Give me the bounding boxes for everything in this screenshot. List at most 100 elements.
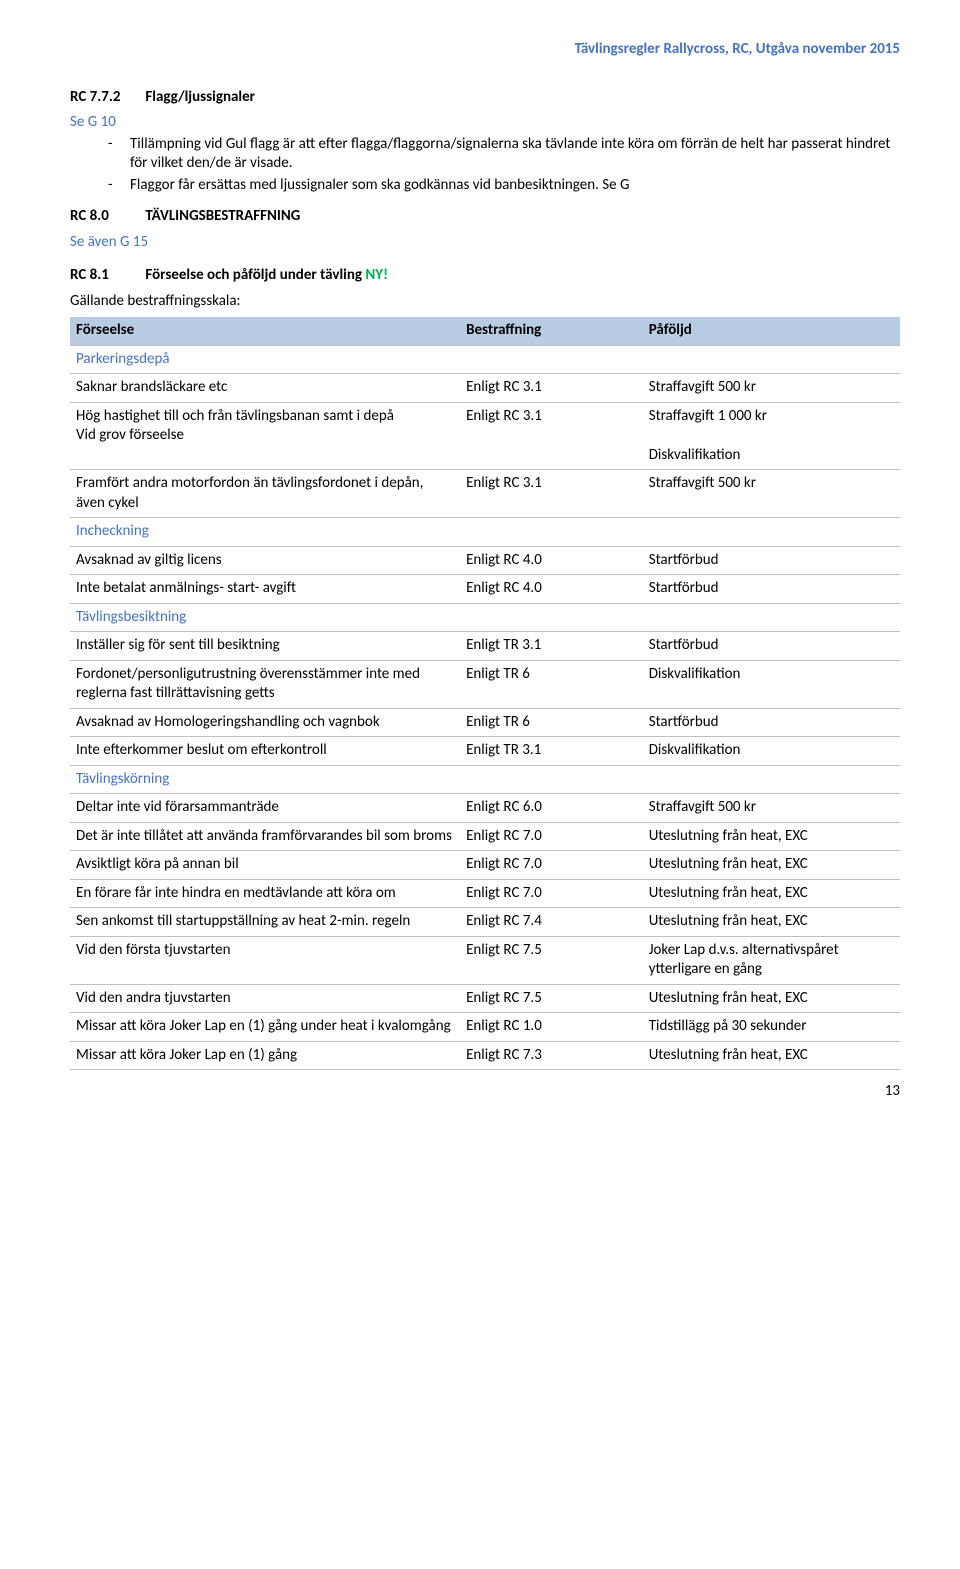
section-80-heading: RC 8.0 TÄVLINGSBESTRAFFNING: [70, 207, 900, 227]
section-81-rc: RC 8.1: [70, 266, 142, 286]
forseelse-cell: Vid den andra tjuvstarten: [70, 984, 460, 1013]
document-header: Tävlingsregler Rallycross, RC, Utgåva no…: [70, 40, 900, 60]
section-cell: Incheckning: [70, 518, 460, 547]
table-row: Deltar inte vid förarsammanträdeEnligt R…: [70, 794, 900, 823]
section-772-bullets: Tillämpning vid Gul flagg är att efter f…: [70, 135, 900, 196]
pafoljd-cell: Joker Lap d.v.s. alternativspåret ytterl…: [643, 936, 900, 984]
pafoljd-cell: Startförbud: [643, 632, 900, 661]
section-81-title-a: Förseelse och påföljd under tävling: [145, 266, 365, 284]
col-header-pafoljd: Påföljd: [643, 317, 900, 345]
forseelse-cell: Fordonet/personligutrustning överensstäm…: [70, 660, 460, 708]
forseelse-cell: Sen ankomst till startuppställning av he…: [70, 908, 460, 937]
pafoljd-cell: Startförbud: [643, 708, 900, 737]
table-row: Tävlingsbesiktning: [70, 603, 900, 632]
bestraffning-cell: Enligt RC 7.5: [460, 936, 643, 984]
bestraffning-cell: Enligt RC 3.1: [460, 374, 643, 403]
forseelse-cell: Missar att köra Joker Lap en (1) gång: [70, 1041, 460, 1070]
empty-cell: [643, 765, 900, 794]
pafoljd-cell: Straffavgift 1 000 kr Diskvalifikation: [643, 402, 900, 470]
col-header-forseelse: Förseelse: [70, 317, 460, 345]
col-header-bestraffning: Bestraffning: [460, 317, 643, 345]
table-row: Saknar brandsläckare etcEnligt RC 3.1Str…: [70, 374, 900, 403]
empty-cell: [460, 518, 643, 547]
forseelse-cell: Missar att köra Joker Lap en (1) gång un…: [70, 1013, 460, 1042]
table-row: Avsaknad av Homologeringshandling och va…: [70, 708, 900, 737]
table-row: Sen ankomst till startuppställning av he…: [70, 908, 900, 937]
table-row: Hög hastighet till och från tävlingsbana…: [70, 402, 900, 470]
bestraffning-cell: Enligt RC 3.1: [460, 402, 643, 470]
bestraffning-cell: Enligt RC 1.0: [460, 1013, 643, 1042]
page-number: 13: [70, 1082, 900, 1102]
forseelse-cell: Vid den första tjuvstarten: [70, 936, 460, 984]
section-80-subref: Se även G 15: [70, 233, 900, 253]
table-row: Parkeringsdepå: [70, 345, 900, 374]
bestraffning-cell: Enligt RC 7.0: [460, 822, 643, 851]
pafoljd-cell: Straffavgift 500 kr: [643, 470, 900, 518]
section-772-heading: RC 7.7.2 Flagg/ljussignaler: [70, 88, 900, 108]
pafoljd-cell: Diskvalifikation: [643, 660, 900, 708]
table-row: Det är inte tillåtet att använda framför…: [70, 822, 900, 851]
forseelse-cell: Avsaknad av Homologeringshandling och va…: [70, 708, 460, 737]
bestraffning-cell: Enligt TR 6: [460, 708, 643, 737]
table-row: Vid den första tjuvstartenEnligt RC 7.5J…: [70, 936, 900, 984]
bestraffning-cell: Enligt TR 3.1: [460, 632, 643, 661]
empty-cell: [460, 603, 643, 632]
forseelse-cell: Deltar inte vid förarsammanträde: [70, 794, 460, 823]
pafoljd-cell: Uteslutning från heat, EXC: [643, 879, 900, 908]
table-row: En förare får inte hindra en medtävlande…: [70, 879, 900, 908]
section-80-title: TÄVLINGSBESTRAFFNING: [145, 207, 300, 225]
empty-cell: [643, 518, 900, 547]
empty-cell: [643, 345, 900, 374]
pafoljd-cell: Diskvalifikation: [643, 737, 900, 766]
table-header-row: Förseelse Bestraffning Påföljd: [70, 317, 900, 345]
bestraffning-cell: Enligt RC 7.4: [460, 908, 643, 937]
penalties-table: Förseelse Bestraffning Påföljd Parkering…: [70, 317, 900, 1070]
section-cell: Tävlingskörning: [70, 765, 460, 794]
table-row: Missar att köra Joker Lap en (1) gångEnl…: [70, 1041, 900, 1070]
forseelse-cell: Inställer sig för sent till besiktning: [70, 632, 460, 661]
table-row: Tävlingskörning: [70, 765, 900, 794]
pafoljd-cell: Tidstillägg på 30 sekunder: [643, 1013, 900, 1042]
table-row: Missar att köra Joker Lap en (1) gång un…: [70, 1013, 900, 1042]
table-row: Incheckning: [70, 518, 900, 547]
section-cell: Parkeringsdepå: [70, 345, 460, 374]
section-772-subref: Se G 10: [70, 113, 900, 133]
pafoljd-cell: Startförbud: [643, 575, 900, 604]
section-80-rc: RC 8.0: [70, 207, 142, 227]
table-row: Framfört andra motorfordon än tävlingsfo…: [70, 470, 900, 518]
bestraffning-cell: Enligt RC 3.1: [460, 470, 643, 518]
bullet-item: Tillämpning vid Gul flagg är att efter f…: [108, 135, 900, 174]
empty-cell: [643, 603, 900, 632]
table-row: Avsiktligt köra på annan bilEnligt RC 7.…: [70, 851, 900, 880]
table-row: Inställer sig för sent till besiktningEn…: [70, 632, 900, 661]
forseelse-cell: Hög hastighet till och från tävlingsbana…: [70, 402, 460, 470]
forseelse-cell: Inte efterkommer beslut om efterkontroll: [70, 737, 460, 766]
section-cell: Tävlingsbesiktning: [70, 603, 460, 632]
empty-cell: [460, 765, 643, 794]
table-row: Fordonet/personligutrustning överensstäm…: [70, 660, 900, 708]
table-row: Inte betalat anmälnings- start- avgiftEn…: [70, 575, 900, 604]
bestraffning-cell: Enligt RC 7.0: [460, 851, 643, 880]
forseelse-cell: En förare får inte hindra en medtävlande…: [70, 879, 460, 908]
forseelse-cell: Framfört andra motorfordon än tävlingsfo…: [70, 470, 460, 518]
bestraffning-cell: Enligt RC 7.0: [460, 879, 643, 908]
bestraffning-cell: Enligt TR 3.1: [460, 737, 643, 766]
bullet-item: Flaggor får ersättas med ljussignaler so…: [108, 176, 900, 196]
section-772-rc: RC 7.7.2: [70, 88, 142, 108]
pafoljd-cell: Uteslutning från heat, EXC: [643, 908, 900, 937]
pafoljd-cell: Startförbud: [643, 546, 900, 575]
bestraffning-cell: Enligt RC 7.3: [460, 1041, 643, 1070]
bestraffning-cell: Enligt TR 6: [460, 660, 643, 708]
section-772-title: Flagg/ljussignaler: [145, 88, 255, 106]
pafoljd-cell: Uteslutning från heat, EXC: [643, 1041, 900, 1070]
empty-cell: [460, 345, 643, 374]
section-81-sub: Gällande bestraffningsskala:: [70, 292, 900, 312]
section-81-heading: RC 8.1 Förseelse och påföljd under tävli…: [70, 266, 900, 286]
pafoljd-cell: Uteslutning från heat, EXC: [643, 822, 900, 851]
bestraffning-cell: Enligt RC 4.0: [460, 546, 643, 575]
bestraffning-cell: Enligt RC 4.0: [460, 575, 643, 604]
table-row: Inte efterkommer beslut om efterkontroll…: [70, 737, 900, 766]
pafoljd-cell: Uteslutning från heat, EXC: [643, 851, 900, 880]
bestraffning-cell: Enligt RC 7.5: [460, 984, 643, 1013]
section-81-title-ny: NY!: [365, 266, 388, 284]
